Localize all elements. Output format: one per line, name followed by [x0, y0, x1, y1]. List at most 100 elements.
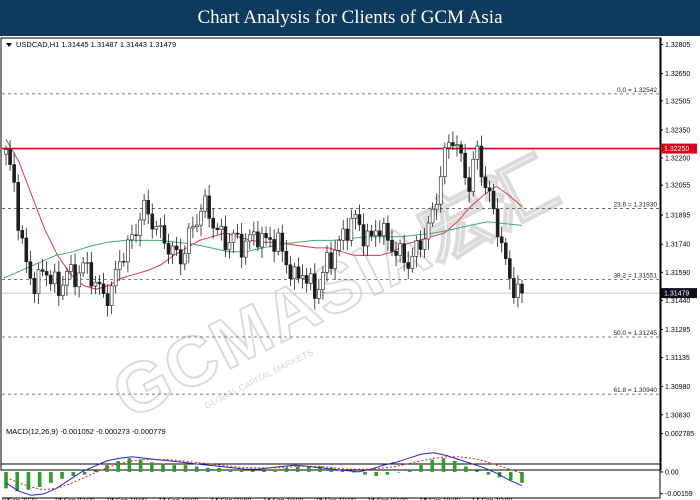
candle-body [134, 234, 138, 236]
price-tick-label: 1.32805 [665, 42, 690, 49]
time-tick-label: 10 Sep 18:00 [106, 498, 147, 500]
candle-body [207, 195, 211, 219]
time-tick-label: 14 Sep 18:00 [263, 498, 304, 500]
candle-body [4, 149, 8, 155]
candle-body [503, 242, 508, 259]
candle-body [369, 230, 374, 237]
candle-body [520, 283, 524, 294]
macd-histogram-bar [385, 471, 390, 475]
candle-body [288, 264, 293, 280]
macd-histogram-bar [441, 458, 446, 472]
resistance-price-tag [661, 143, 697, 154]
candle-body [44, 271, 49, 276]
macd-tick-label: 0.002785 [665, 431, 694, 438]
candle-body [516, 283, 520, 298]
candle-body [491, 190, 496, 210]
symbol-menu-icon[interactable] [6, 43, 12, 47]
macd-histogram-bar [363, 471, 367, 475]
candle-body [57, 271, 61, 296]
candle-body [195, 224, 199, 227]
candle-body [231, 232, 236, 243]
time-tick-label: 10 Sep 02:00 [54, 498, 95, 500]
macd-histogram-bar [60, 471, 64, 479]
candle-body [65, 271, 69, 286]
title-bar [0, 0, 700, 36]
time-tick-label: 9 Sep 2020 [2, 498, 37, 500]
macd-histogram-bar [82, 471, 87, 475]
macd-histogram-bar [452, 460, 457, 472]
candle-body [223, 226, 228, 251]
chart-canvas[interactable]: GCMASIA宏汇 GLOBAL CAPITAL MARKETS 0.0 = 1… [0, 36, 700, 500]
candle-body [377, 230, 382, 237]
candle-body [312, 273, 317, 299]
fibonacci-level-label: 23.6 = 1.31930 [613, 202, 657, 209]
candle-body [158, 225, 163, 227]
candle-body [451, 142, 455, 147]
candle-body [365, 230, 370, 247]
candle-body [487, 187, 492, 192]
candle-body [187, 227, 191, 254]
price-tick-label: 1.30980 [665, 384, 690, 391]
candle-body [162, 225, 167, 244]
macd-histogram-bar [116, 460, 120, 472]
candle-body [329, 252, 333, 269]
macd-histogram-bar [396, 471, 401, 473]
candle-body [52, 271, 57, 285]
candle-body [16, 182, 20, 231]
time-tick-label: 16 Sep 18:00 [420, 498, 461, 500]
candle-body [105, 293, 110, 306]
candle-body [81, 262, 85, 274]
candle-body [304, 275, 309, 284]
candle-body [349, 218, 354, 241]
macd-histogram-bar [262, 470, 266, 472]
candle-body [495, 208, 500, 238]
macd-histogram-bar [408, 469, 412, 472]
candle-body [126, 239, 130, 263]
candle-body [166, 242, 171, 255]
candle-body [150, 213, 155, 230]
candle-body [325, 252, 329, 273]
macd-histogram-bar [105, 465, 109, 472]
macd-histogram-bar [172, 465, 177, 472]
candle-body [292, 266, 297, 280]
candle-body [296, 266, 301, 279]
candle-body [146, 199, 151, 215]
macd-histogram-bar [194, 466, 199, 472]
candle-body [284, 250, 289, 266]
macd-histogram-bar [4, 471, 8, 489]
candle-body [256, 231, 260, 248]
macd-histogram-bar [37, 471, 42, 488]
macd-histogram-bar [374, 471, 378, 477]
candle-body [69, 264, 73, 272]
candle-body [321, 272, 325, 290]
candle-body [154, 226, 159, 230]
candle-body [247, 234, 252, 242]
candle-body [398, 243, 402, 256]
candle-body [499, 236, 504, 244]
fibonacci-level-label: 0.0 = 1.32542 [617, 87, 657, 94]
macd-histogram-bar [329, 467, 334, 472]
candle-body [463, 152, 467, 178]
price-tick-label: 1.32505 [665, 98, 690, 105]
candle-body [414, 240, 419, 257]
macd-info-label: MACD(12,26,9) -0.001052 -0.000273 -0.000… [6, 427, 166, 436]
macd-histogram-bar [307, 466, 311, 472]
candle-body [239, 233, 244, 258]
candle-body [382, 223, 386, 237]
candle-body [345, 228, 350, 241]
price-tick-label: 1.32650 [665, 71, 690, 78]
resistance-price-label: 1.32250 [664, 146, 689, 153]
candle-body [443, 147, 447, 177]
macd-histogram-bar [419, 465, 423, 472]
candle-body [402, 243, 406, 263]
candle-body [109, 285, 114, 306]
candle-body [170, 245, 175, 255]
candle-body [211, 217, 216, 229]
candle-body [353, 214, 358, 219]
candle-body [40, 269, 45, 272]
candle-body [260, 233, 264, 248]
macd-main-line [5, 452, 523, 496]
candle-body [122, 261, 126, 263]
macd-histogram-bar [26, 471, 31, 490]
